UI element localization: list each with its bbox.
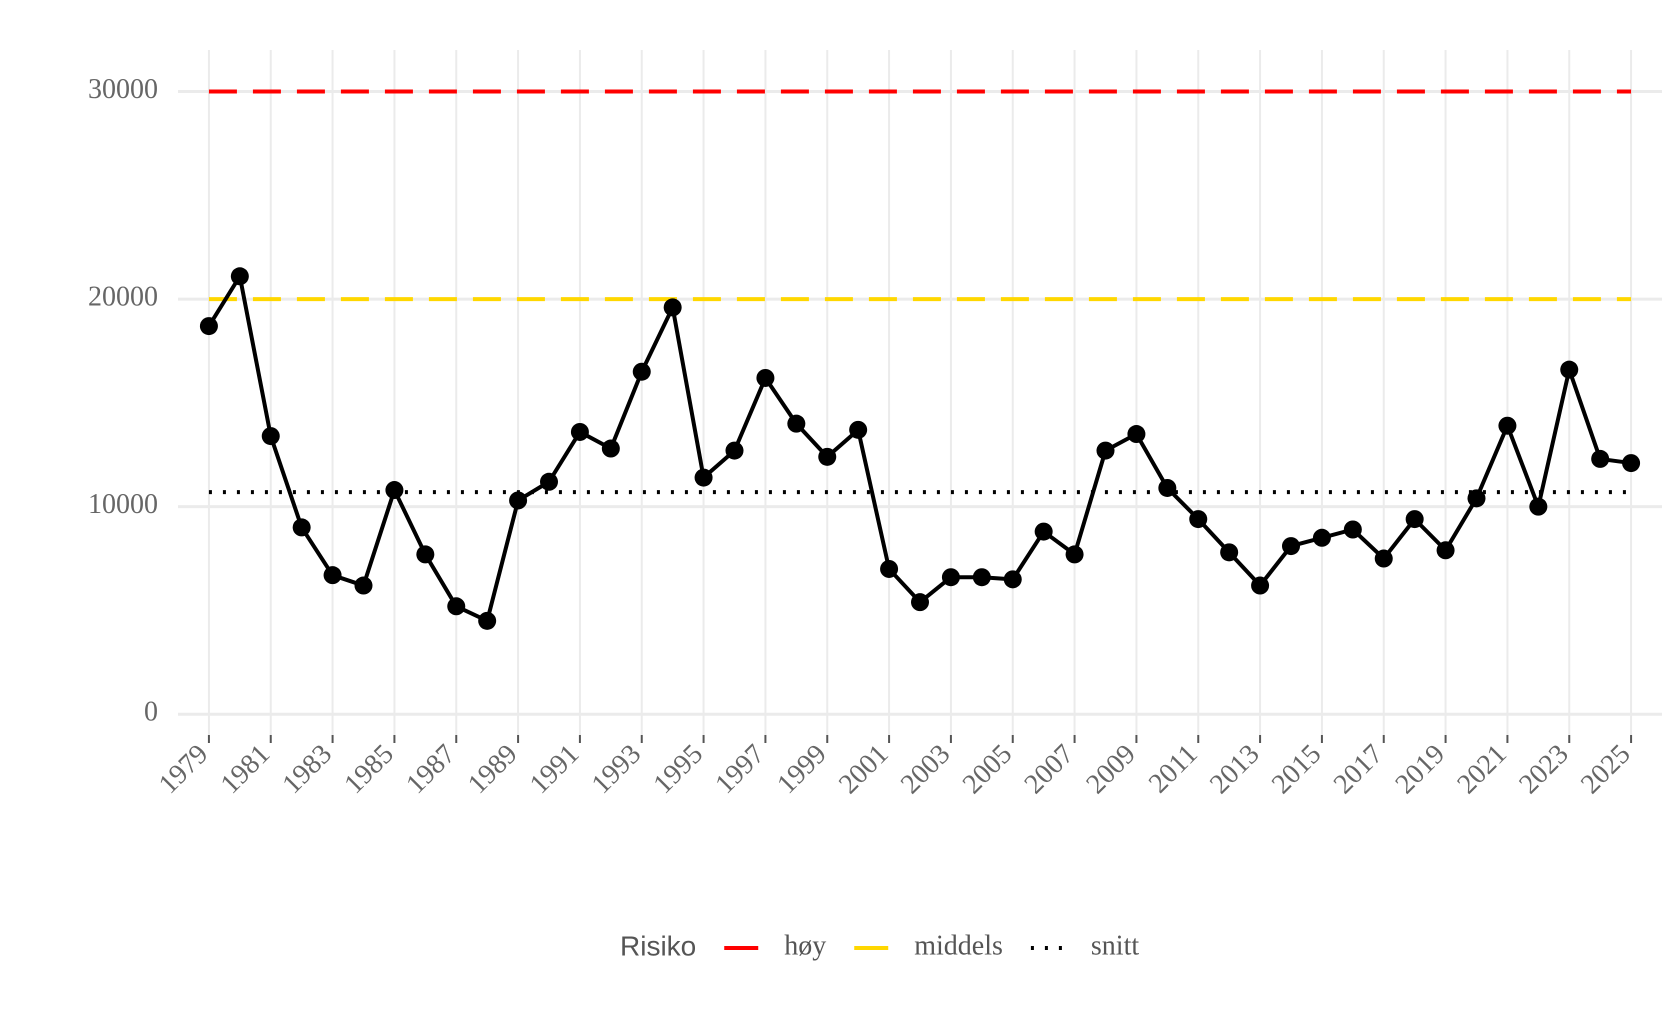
point [1189,510,1208,529]
point [632,362,651,381]
point [1127,425,1146,444]
y-tick-label: 10000 [88,489,158,520]
point [570,422,589,441]
point [818,447,837,466]
point [416,545,435,564]
point [261,427,280,446]
point [385,481,404,500]
point [1312,528,1331,547]
point [1436,541,1455,560]
point [230,267,249,286]
point [1622,454,1641,473]
point [941,568,960,587]
point [478,611,497,630]
point [1003,570,1022,589]
point [509,491,528,510]
point [447,597,466,616]
legend-title: Risiko [620,930,696,961]
point [1251,576,1270,595]
point [911,593,929,612]
point [1096,441,1115,460]
point [1405,510,1424,529]
point [292,518,311,537]
point [1374,549,1393,568]
point [540,472,558,491]
point [1034,522,1053,541]
point [694,468,713,487]
y-tick-label: 30000 [88,74,158,105]
legend-label: høy [784,930,826,961]
point [1560,360,1579,379]
point [1591,449,1610,468]
point [354,576,373,595]
point [199,317,218,336]
point [1158,478,1177,497]
point [1529,497,1548,516]
point [1498,416,1517,435]
point [1343,520,1362,539]
point [1467,489,1486,508]
point [725,441,744,460]
point [849,420,868,439]
point [601,439,620,458]
legend-label: middels [914,930,1003,961]
point [880,559,899,578]
point [663,298,682,317]
point [756,368,775,387]
legend-label: snitt [1091,930,1139,961]
point [1220,543,1239,562]
point [1282,537,1300,556]
y-tick-label: 0 [144,697,158,728]
point [972,568,991,587]
point [787,414,806,433]
point [323,566,342,585]
point [1065,545,1084,564]
y-tick-label: 20000 [88,282,158,313]
